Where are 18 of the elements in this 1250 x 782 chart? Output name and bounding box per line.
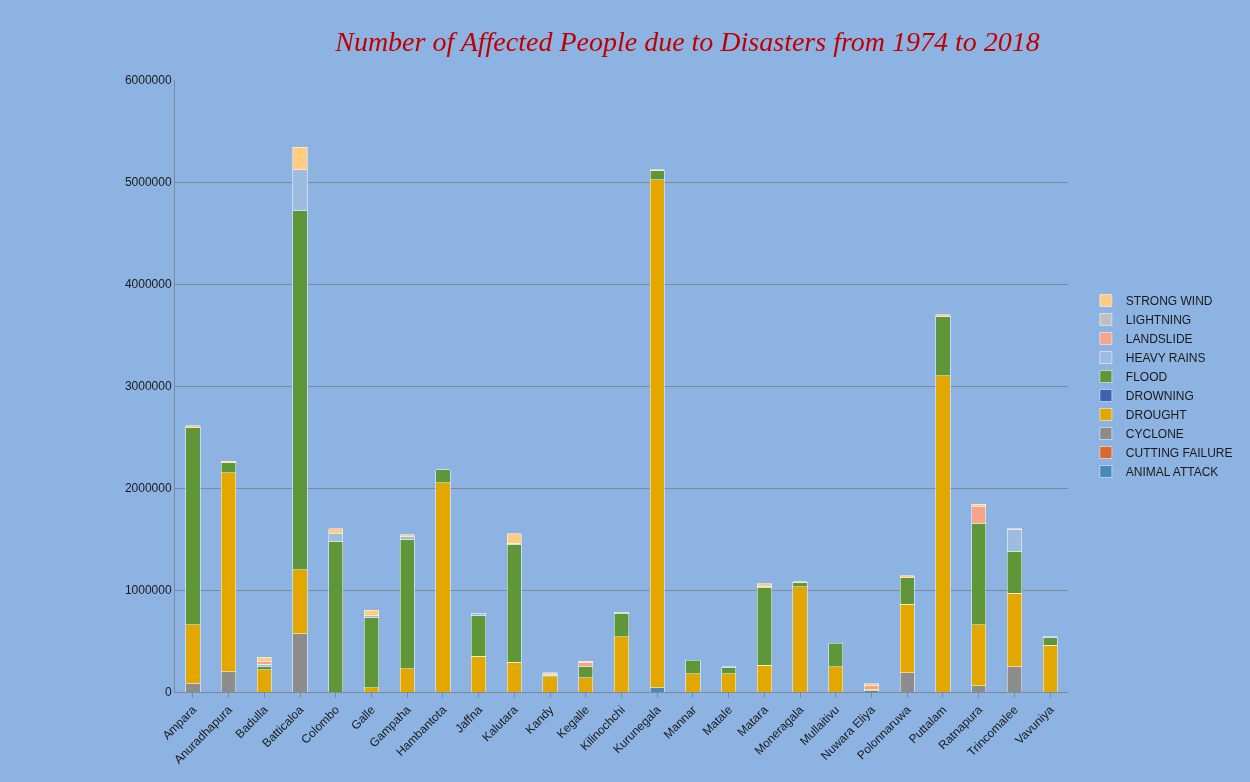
y-tick-label: 2000000: [124, 481, 172, 496]
legend-label: CYCLONE: [1125, 427, 1184, 442]
y-tick-label: 1000000: [124, 583, 172, 598]
legend-label: CUTTING FAILURE: [1125, 446, 1233, 461]
legend-label: HEAVY RAINS: [1125, 351, 1206, 366]
chart-title: Number of Affected People due to Disasters from 1974 to 2018: [334, 25, 1040, 57]
y-tick-label: 3000000: [124, 379, 172, 394]
legend-label: FLOOD: [1125, 370, 1168, 385]
y-tick-label: 4000000: [124, 277, 172, 292]
legend-label: ANIMAL ATTACK: [1125, 465, 1219, 480]
legend-label: DROWNING: [1125, 389, 1194, 404]
legend-label: LANDSLIDE: [1125, 332, 1193, 347]
y-tick-label: 5000000: [124, 175, 172, 190]
legend-label: LIGHTNING: [1125, 313, 1192, 328]
y-tick-label: 6000000: [124, 73, 172, 88]
y-tick-label: 0: [164, 685, 172, 700]
legend-label: STRONG WIND: [1125, 294, 1213, 309]
legend-label: DROUGHT: [1125, 408, 1188, 423]
